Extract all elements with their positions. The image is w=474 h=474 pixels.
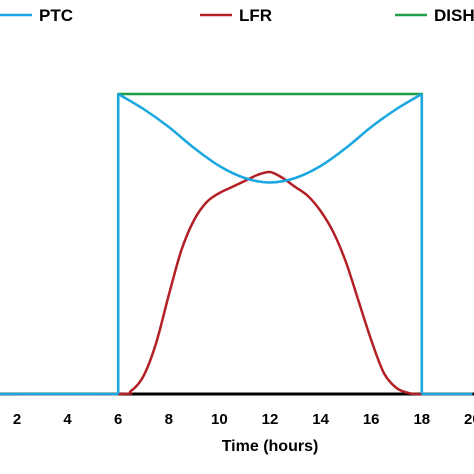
series-line-ptc	[0, 92, 473, 396]
x-tick-label: 16	[363, 411, 380, 428]
x-tick-label: 12	[262, 411, 279, 428]
x-tick-label: 8	[165, 411, 173, 428]
x-tick-label: 18	[413, 411, 430, 428]
legend-item-lfr: LFR	[200, 6, 272, 25]
x-tick-label: 14	[312, 411, 329, 428]
legend-label-ptc: PTC	[39, 6, 73, 25]
legend: PTC LFR DISH	[0, 6, 474, 25]
legend-item-ptc: PTC	[0, 6, 73, 25]
plot-area	[0, 92, 474, 396]
series-line-lfr	[0, 170, 473, 396]
legend-label-dish: DISH	[434, 6, 474, 25]
x-tick-label: 4	[63, 411, 72, 428]
x-axis-ticks: 2 4 6 8 10 12 14 16 18 20	[13, 411, 474, 428]
x-tick-label: 10	[211, 411, 228, 428]
x-tick-label: 20	[464, 411, 474, 428]
x-axis-title: Time (hours)	[222, 438, 319, 455]
legend-item-dish: DISH	[395, 6, 474, 25]
series-group	[0, 92, 473, 396]
series-line-dish	[0, 92, 473, 396]
x-tick-label: 2	[13, 411, 21, 428]
x-tick-label: 6	[114, 411, 122, 428]
legend-label-lfr: LFR	[239, 6, 272, 25]
